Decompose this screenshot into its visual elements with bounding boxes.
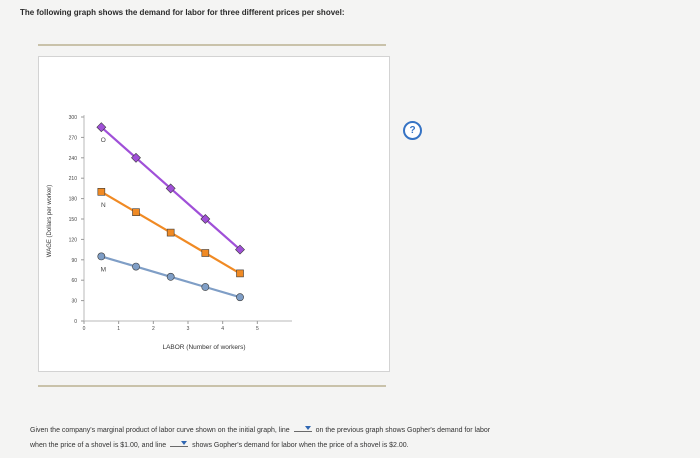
data-point-O: [165, 183, 176, 194]
data-point-O: [96, 122, 107, 133]
question-part-3: when the price of a shovel is $1.00, and…: [30, 442, 167, 449]
y-tick-label: 30: [71, 299, 77, 305]
x-tick-label: 5: [256, 326, 259, 332]
data-point-M: [236, 293, 244, 302]
intro-text: The following graph shows the demand for…: [20, 8, 345, 17]
demand-chart: 0 30 60 90 120 150 180 210 240 270 300 0 1 2 3 4 5 LABOR …: [47, 115, 292, 351]
line-select-2[interactable]: [170, 438, 189, 447]
x-axis-label: LABOR (Number of workers): [162, 344, 245, 351]
y-tick-label: 90: [71, 258, 77, 264]
data-point-M: [201, 283, 210, 291]
data-point-M: [166, 272, 175, 281]
series-label-N: N: [101, 202, 106, 209]
data-point-N: [236, 269, 244, 278]
y-tick-label: 0: [74, 319, 77, 325]
series-label-M: M: [101, 266, 106, 273]
graph-panel: 0 30 60 90 120 150 180 210 240 270 300 0 1 2 3 4 5 LABOR …: [38, 56, 422, 372]
chevron-down-icon: [304, 426, 311, 430]
y-tick-label: 300: [69, 115, 78, 121]
data-point-O: [200, 214, 211, 224]
data-point-N: [201, 249, 210, 257]
x-tick-label: 1: [117, 326, 120, 332]
y-tick-label: 240: [69, 156, 78, 162]
data-point-M: [132, 262, 140, 271]
y-tick-label: 210: [69, 176, 78, 182]
divider-bottom: [38, 385, 386, 387]
y-tick-label: 150: [69, 217, 78, 223]
data-point-N: [132, 208, 140, 216]
line-select-1[interactable]: [293, 423, 312, 432]
y-tick-label: 60: [71, 278, 77, 284]
question-part-4: shows Gopher's demand for labor when the…: [192, 442, 409, 449]
question-part-2: on the previous graph shows Gopher's dem…: [315, 427, 491, 434]
x-tick-label: 0: [83, 326, 86, 332]
divider-top: [38, 44, 386, 46]
help-icon[interactable]: ?: [403, 121, 422, 140]
question-text: Given the company's marginal product of …: [30, 423, 670, 453]
data-point-N: [166, 228, 175, 237]
x-tick-label: 3: [187, 326, 190, 332]
data-point-O: [131, 152, 141, 163]
x-tick-label: 4: [221, 326, 224, 332]
series-label-O: O: [101, 137, 106, 144]
y-tick-label: 180: [69, 197, 78, 203]
chevron-down-icon: [181, 441, 188, 445]
y-tick-label: 120: [69, 237, 78, 243]
data-point-N: [97, 188, 106, 196]
y-tick-label: 270: [69, 135, 78, 141]
y-axis-label: WAGE (Dollars per worker): [47, 185, 53, 257]
data-point-O: [235, 244, 245, 255]
data-point-M: [97, 252, 106, 261]
question-part-1: Given the company's marginal product of …: [30, 427, 290, 434]
x-tick-label: 2: [152, 326, 155, 332]
